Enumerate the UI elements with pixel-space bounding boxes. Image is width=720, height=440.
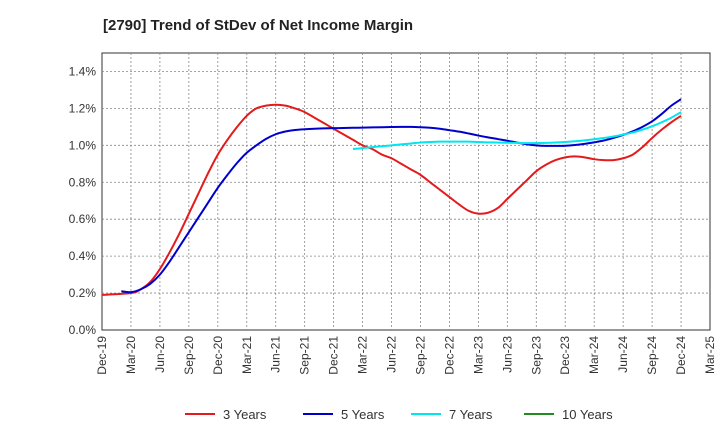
legend-label-5-years: 5 Years xyxy=(341,407,385,422)
x-tick-label: Dec-23 xyxy=(558,336,572,375)
x-tick-label: Dec-20 xyxy=(211,336,225,375)
x-tick-label: Jun-20 xyxy=(153,336,167,373)
x-tick-label: Dec-21 xyxy=(327,336,341,375)
x-tick-label: Jun-21 xyxy=(269,336,283,373)
legend-label-7-years: 7 Years xyxy=(449,407,493,422)
chart-title: [2790] Trend of StDev of Net Income Marg… xyxy=(103,17,413,34)
y-tick-label: 0.0% xyxy=(69,323,97,337)
x-tick-label: Mar-20 xyxy=(124,336,138,374)
x-tick-label: Mar-21 xyxy=(240,336,254,374)
x-tick-label: Sep-21 xyxy=(298,336,312,375)
legend: 3 Years 5 Years 7 Years 10 Years xyxy=(185,407,613,422)
x-tick-label: Dec-19 xyxy=(95,336,109,375)
y-tick-label: 0.2% xyxy=(69,286,97,300)
x-tick-label: Dec-22 xyxy=(442,336,456,375)
y-tick-label: 1.2% xyxy=(69,101,97,115)
y-tick-label: 1.4% xyxy=(69,64,97,78)
series-group xyxy=(101,98,682,296)
y-tick-label: 1.0% xyxy=(69,138,97,152)
x-tick-label: Dec-24 xyxy=(674,336,688,375)
x-tick-label: Sep-24 xyxy=(645,336,659,375)
y-tick-label: 0.8% xyxy=(69,175,97,189)
plot-area xyxy=(101,52,711,331)
x-axis: Dec-19 Mar-20 Jun-20 Sep-20 Dec-20 Mar-21 Jun-… xyxy=(95,336,717,375)
series-line-7-years xyxy=(352,111,682,151)
x-tick-label: Mar-23 xyxy=(471,336,485,374)
y-axis: 0.0% 0.2% 0.4% 0.6% 0.8% 1.0% 1.2% 1.4% xyxy=(69,64,97,337)
x-tick-label: Jun-23 xyxy=(500,336,514,373)
x-tick-label: Mar-24 xyxy=(587,336,601,374)
legend-label-10-years: 10 Years xyxy=(562,407,613,422)
series-line-5-years xyxy=(121,98,682,294)
legend-label-3-years: 3 Years xyxy=(223,407,267,422)
series-line-3-years xyxy=(101,103,682,296)
x-tick-label: Mar-22 xyxy=(356,336,370,374)
y-tick-label: 0.4% xyxy=(69,249,97,263)
y-tick-label: 0.6% xyxy=(69,212,97,226)
x-tick-label: Jun-22 xyxy=(385,336,399,373)
x-tick-label: Sep-23 xyxy=(529,336,543,375)
x-tick-label: Sep-22 xyxy=(413,336,427,375)
x-tick-label: Jun-24 xyxy=(616,336,630,373)
x-tick-label: Mar-25 xyxy=(703,336,717,374)
x-tick-label: Sep-20 xyxy=(182,336,196,375)
